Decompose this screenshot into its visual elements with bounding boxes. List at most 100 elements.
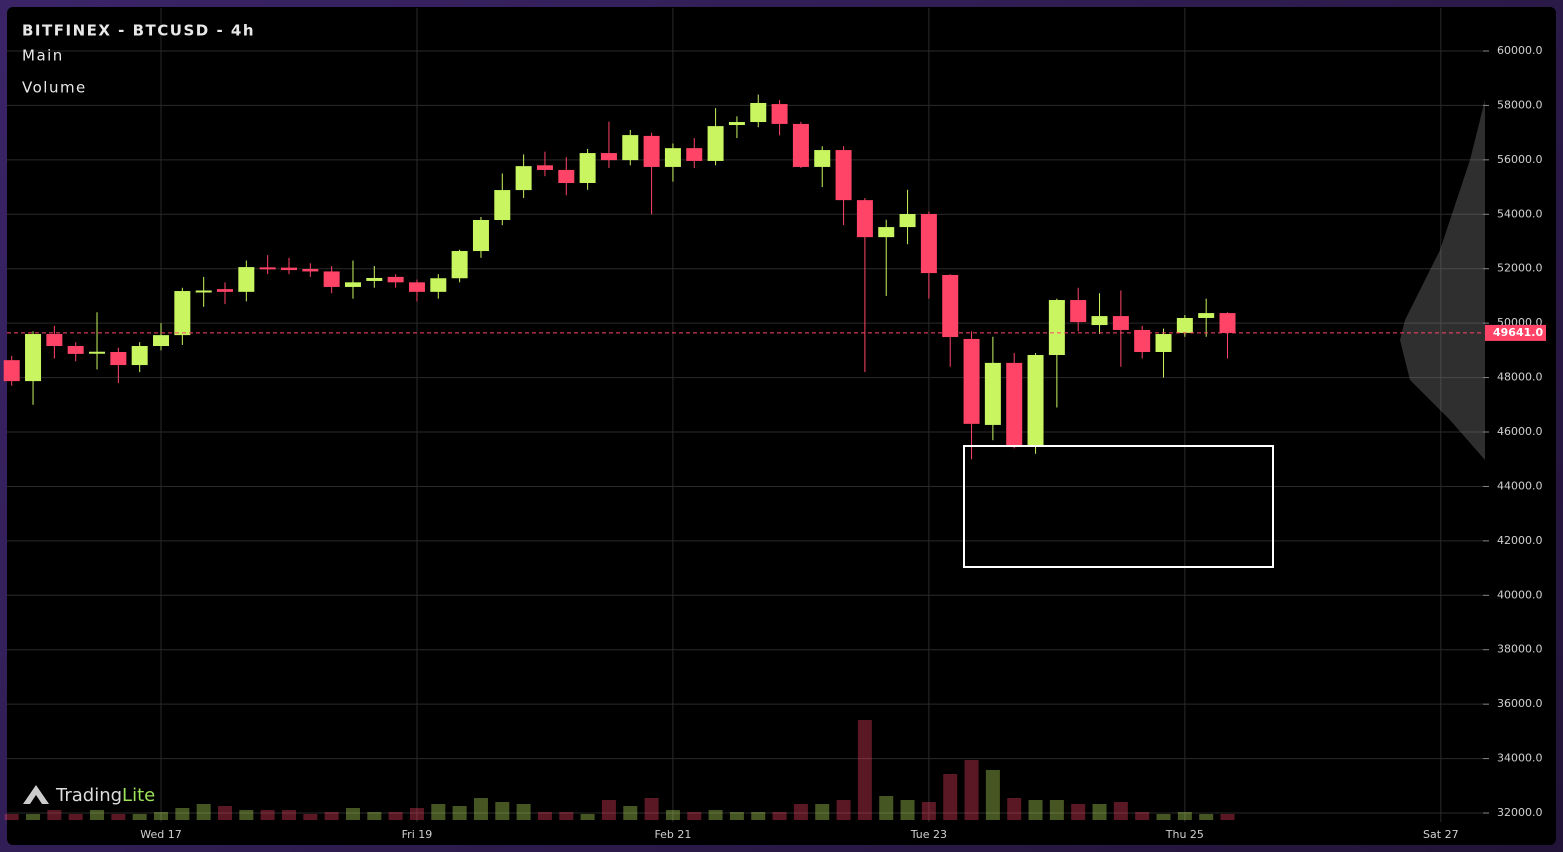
candle-body [1006, 362, 1023, 447]
volume-bar [1092, 804, 1107, 820]
candle-body [451, 251, 468, 279]
volume-bar [708, 810, 723, 820]
volume-bar [580, 814, 595, 820]
candle-body [878, 227, 895, 238]
volume-bar [26, 814, 41, 820]
volume-bar [324, 812, 339, 820]
volume-bar [4, 814, 19, 820]
volume-bar [687, 812, 702, 820]
candle-body [1091, 316, 1108, 326]
candle-body [536, 165, 553, 170]
x-tick-label: Fri 19 [402, 828, 433, 841]
candle-body [408, 282, 425, 292]
volume-bar [239, 810, 254, 820]
candle-body [622, 135, 639, 161]
volume-bar [1071, 804, 1086, 820]
candle-body [195, 290, 212, 293]
y-tick-label: 58000.0 [1497, 98, 1543, 111]
volume-bar [943, 774, 958, 820]
volume-bar [1177, 812, 1192, 820]
volume-bar [132, 814, 147, 820]
candle-body [728, 122, 745, 126]
x-tick-label: Sat 27 [1423, 828, 1459, 841]
x-tick-label: Thu 25 [1165, 828, 1204, 841]
volume-bar [175, 808, 190, 820]
volume-bar [409, 808, 424, 820]
volume-bar [879, 796, 894, 820]
candle-body [1134, 329, 1151, 352]
volume-bar [836, 800, 851, 820]
y-tick-label: 60000.0 [1497, 44, 1543, 57]
candle-body [750, 102, 767, 123]
x-tick-label: Tue 23 [910, 828, 947, 841]
candle-body [1176, 317, 1193, 333]
y-tick-label: 44000.0 [1497, 479, 1543, 492]
volume-bar [1220, 814, 1235, 820]
candle-body [515, 166, 532, 191]
volume-bar [1007, 798, 1022, 820]
candle-body [963, 338, 980, 424]
candle-body [984, 362, 1001, 425]
y-tick-label: 46000.0 [1497, 425, 1543, 438]
candle-body [792, 123, 809, 167]
volume-bar [857, 720, 872, 820]
brand-logo: TradingLite [23, 785, 155, 806]
candle-body [1070, 300, 1087, 323]
candle-body [579, 153, 596, 183]
logo-icon [23, 785, 49, 804]
candle-body [494, 190, 511, 221]
y-tick-label: 48000.0 [1497, 371, 1543, 384]
candle-body [323, 271, 340, 287]
volume-bar [111, 814, 126, 820]
volume-bar [729, 812, 744, 820]
chart-title: BITFINEX - BTCUSD - 4h [22, 22, 255, 40]
candle-body [46, 334, 63, 347]
volume-bar [473, 798, 488, 820]
candle-body [25, 334, 42, 382]
candle-body [217, 289, 233, 292]
candle-body [259, 267, 276, 270]
candle-body [344, 282, 361, 287]
brand-part: Lite [122, 785, 155, 806]
volume-bar [793, 804, 808, 820]
volume-bar [623, 806, 638, 820]
candle-body [856, 200, 873, 238]
volume-bar [68, 814, 83, 820]
volume-bar [260, 810, 275, 820]
volume-bar [47, 810, 62, 820]
y-tick-label: 36000.0 [1497, 697, 1543, 710]
brand-name: TradingLite [55, 785, 155, 806]
volume-bar [90, 810, 105, 820]
volume-bar [303, 814, 318, 820]
volume-bar [964, 760, 979, 820]
volume-bar [452, 806, 467, 820]
volume-bar [537, 812, 552, 820]
volume-bar [559, 812, 574, 820]
candle-body [1198, 313, 1215, 318]
volume-bar [601, 800, 616, 820]
candle-body [771, 104, 788, 124]
volume-bar [218, 806, 232, 820]
volume-profile [1400, 100, 1485, 460]
volume-bar [367, 812, 382, 820]
y-tick-label: 34000.0 [1497, 752, 1543, 765]
brand-part: Trading [55, 785, 122, 806]
volume-bar [1113, 802, 1128, 820]
volume-bar [665, 810, 680, 820]
volume-bar [196, 804, 211, 820]
y-tick-label: 42000.0 [1497, 534, 1543, 547]
volume-bar [772, 812, 787, 820]
candle-body [238, 267, 255, 292]
candle-body [1155, 334, 1172, 352]
y-tick-label: 56000.0 [1497, 153, 1543, 166]
candle-body [664, 148, 681, 167]
volume-bar [900, 800, 915, 820]
pane-label: Volume [22, 79, 87, 97]
candle-body [174, 291, 191, 336]
volume-bar [644, 798, 659, 820]
volume-bar [1156, 814, 1171, 820]
volume-bar [281, 810, 296, 820]
volume-bar [985, 770, 1000, 820]
candle-body [558, 169, 575, 183]
